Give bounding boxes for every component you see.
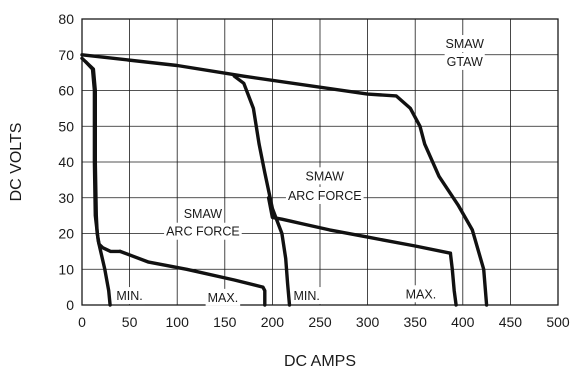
annotation-background [205, 288, 241, 306]
y-tick-label: 30 [58, 190, 74, 206]
x-tick-label: 50 [122, 314, 138, 330]
x-axis-ticks: 0 50 100 150 200 250 300 350 400 450 500 [78, 314, 570, 330]
x-tick-label: 450 [499, 314, 523, 330]
curve-6 [266, 196, 453, 255]
y-tick-label: 60 [58, 83, 74, 99]
annotation-label: SMAW [306, 169, 345, 183]
y-tick-label: 10 [58, 261, 74, 277]
annotation-label: GTAW [447, 55, 483, 69]
curve-4 [80, 53, 489, 307]
annotation-label: MIN. [116, 289, 142, 303]
annotation-background [403, 285, 439, 303]
annotation-label: SMAW [445, 37, 484, 51]
x-tick-label: 350 [404, 314, 428, 330]
y-tick-label: 20 [58, 226, 74, 242]
x-tick-label: 250 [308, 314, 332, 330]
curve-1 [80, 56, 122, 254]
x-tick-label: 300 [356, 314, 380, 330]
x-tick-label: 0 [78, 314, 86, 330]
annotation-background [444, 52, 485, 70]
y-axis-title: DC VOLTS [8, 123, 25, 202]
x-tick-label: 500 [546, 314, 570, 330]
annotation-background [181, 204, 225, 222]
y-tick-label: 50 [58, 118, 74, 134]
x-tick-label: 200 [261, 314, 285, 330]
annotation-background [114, 287, 145, 305]
annotation-label: MAX. [208, 291, 239, 305]
y-tick-label: 40 [58, 154, 74, 170]
annotation-background [291, 287, 322, 305]
annotations: SMAW GTAW SMAW ARC FORCE SMAW ARC FORCE MIN. MA… [114, 35, 486, 306]
y-tick-label: 70 [58, 47, 74, 63]
x-tick-label: 100 [166, 314, 190, 330]
annotation-label: ARC FORCE [166, 225, 240, 239]
y-axis-ticks: 0 10 20 30 40 50 60 70 80 [58, 11, 74, 313]
plot-frame [81, 18, 559, 306]
annotation-label: SMAW [184, 207, 223, 221]
y-tick-label: 80 [58, 11, 74, 27]
annotation-background [164, 222, 242, 240]
curve-5 [232, 74, 292, 307]
curve-7 [448, 251, 458, 307]
annotation-background [443, 35, 486, 53]
annotation-label: ARC FORCE [288, 189, 362, 203]
annotation-label: MIN. [293, 289, 319, 303]
curves [80, 53, 489, 307]
annotation-label: MAX. [406, 287, 437, 301]
annotation-background [303, 167, 346, 185]
curve-2 [84, 60, 112, 307]
curve-3 [118, 249, 267, 307]
x-tick-label: 400 [451, 314, 475, 330]
x-axis-title: DC AMPS [284, 353, 356, 370]
annotation-background [285, 186, 364, 204]
y-tick-label: 0 [66, 297, 74, 313]
x-tick-label: 150 [213, 314, 237, 330]
